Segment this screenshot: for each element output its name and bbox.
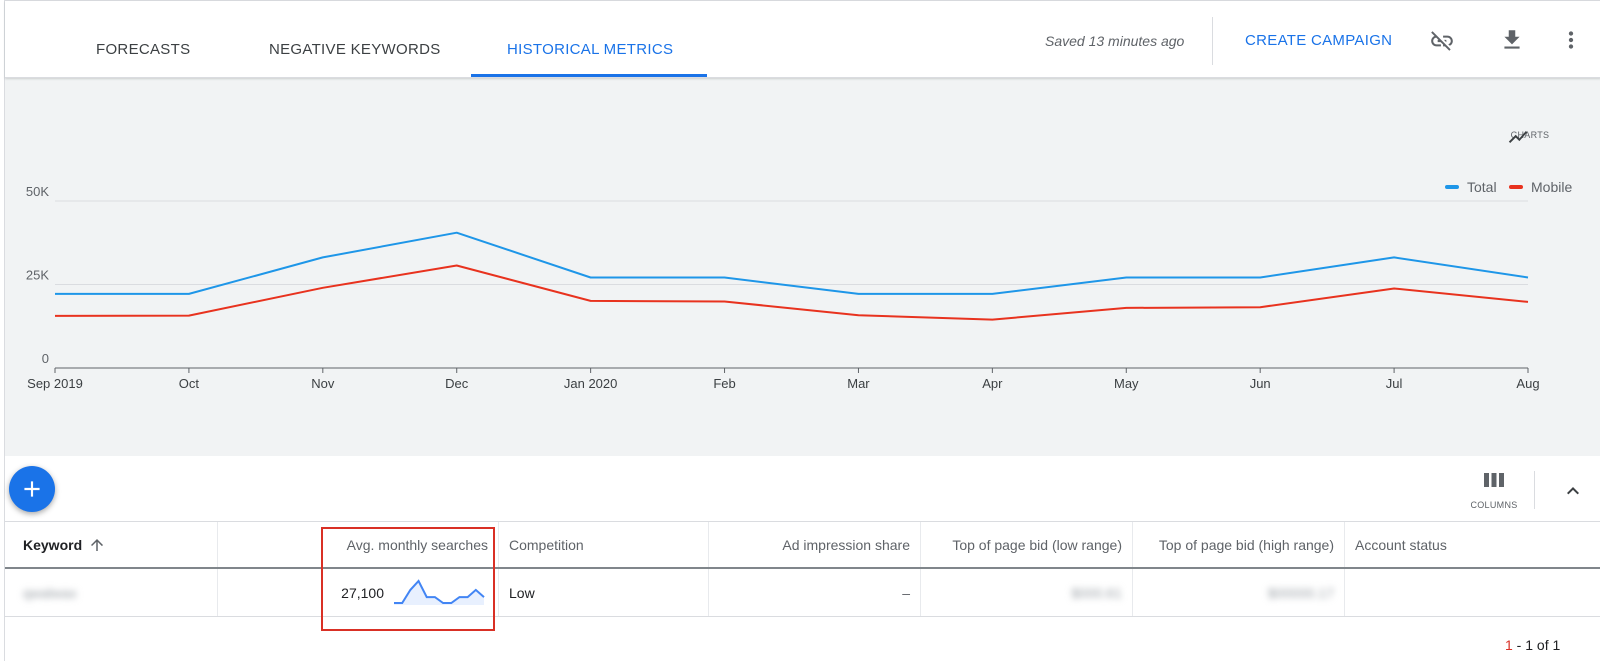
x-tick-label: Sep 2019: [27, 376, 83, 391]
trend-sparkline: [394, 578, 485, 605]
link-off-icon[interactable]: [1429, 28, 1455, 59]
low-bid-cell: $000.61: [921, 569, 1133, 616]
download-icon[interactable]: [1499, 27, 1525, 58]
legend-label: Mobile: [1531, 179, 1573, 195]
more-vert-icon[interactable]: [1558, 27, 1584, 58]
keyword-planner-panel: FORECASTS NEGATIVE KEYWORDS HISTORICAL M…: [4, 0, 1600, 661]
charts-button[interactable]: CHARTS: [1505, 126, 1555, 143]
charts-label: CHARTS: [1510, 130, 1550, 140]
x-tick-label: Apr: [982, 376, 1003, 391]
table-header-row: Keyword Avg. monthly searches Competitio…: [5, 521, 1600, 569]
collapse-button[interactable]: [1561, 479, 1585, 508]
x-tick-label: Jan 2020: [564, 376, 618, 391]
account-status-cell: [1345, 569, 1600, 616]
column-header-account-status[interactable]: Account status: [1345, 522, 1600, 567]
table-row[interactable]: qwalwax 27,100 Low – $000.61 $00000.17: [5, 569, 1600, 617]
columns-label: COLUMNS: [1470, 500, 1518, 510]
competition-cell: Low: [499, 569, 709, 616]
sparkline-line: [394, 578, 485, 604]
x-tick-label: Dec: [445, 376, 469, 391]
trending-up-icon: [1508, 131, 1528, 143]
high-bid-value: $00000.17: [1267, 584, 1334, 601]
column-header-high-bid[interactable]: Top of page bid (high range): [1133, 522, 1345, 567]
add-icon: [24, 481, 40, 497]
x-tick-label: Mar: [847, 376, 870, 391]
avg-monthly-searches-cell: 27,100: [218, 569, 499, 616]
x-tick-label: Nov: [311, 376, 335, 391]
pagination-current: 1: [1505, 637, 1513, 653]
sparkline-area: [394, 580, 484, 605]
tab-forecasts[interactable]: FORECASTS: [96, 41, 191, 58]
add-keyword-button[interactable]: [9, 466, 55, 512]
legend-label: Total: [1467, 179, 1497, 195]
top-bar: FORECASTS NEGATIVE KEYWORDS HISTORICAL M…: [5, 1, 1600, 78]
keyword-text: qwalwax: [23, 584, 77, 601]
legend-swatch: [1445, 185, 1459, 189]
column-header-avg-monthly-searches[interactable]: Avg. monthly searches: [218, 522, 499, 567]
column-header-label: Top of page bid (high range): [1158, 536, 1334, 553]
chevron-up-icon: [1567, 487, 1579, 495]
divider: [1534, 471, 1535, 509]
line-chart: 0 25K 50K Sep 2019 Oct Nov Dec Jan 2020 Feb Mar Ap…: [26, 184, 1540, 391]
series-line-mobile: [54, 264, 1529, 321]
column-header-label: Competition: [509, 536, 584, 553]
y-tick-label: 50K: [26, 184, 49, 199]
column-header-ad-impression-share[interactable]: Ad impression share: [709, 522, 921, 567]
column-header-low-bid[interactable]: Top of page bid (low range): [921, 522, 1133, 567]
x-tick-label: Jul: [1386, 376, 1403, 391]
x-tick-label: May: [1114, 376, 1139, 391]
keyword-cell: qwalwax: [5, 569, 218, 616]
legend-item-mobile[interactable]: Mobile: [1509, 179, 1572, 195]
create-campaign-button[interactable]: CREATE CAMPAIGN: [1245, 32, 1393, 49]
y-tick-label: 25K: [26, 268, 49, 283]
legend-swatch: [1509, 185, 1523, 189]
column-header-competition[interactable]: Competition: [499, 522, 709, 567]
series-line-total: [55, 231, 1529, 295]
columns-icon: [1484, 473, 1504, 487]
column-header-label: Top of page bid (low range): [952, 536, 1122, 553]
pagination: 1 - 1 of 1: [1505, 637, 1560, 653]
column-header-label: Ad impression share: [782, 536, 910, 553]
ad-impression-value: –: [902, 584, 910, 601]
x-tick-label: Feb: [713, 376, 735, 391]
high-bid-cell: $00000.17: [1133, 569, 1345, 616]
x-tick-label: Jun: [1250, 376, 1271, 391]
competition-value: Low: [509, 584, 535, 601]
x-tick-label: Oct: [179, 376, 200, 391]
ad-impression-cell: –: [709, 569, 921, 616]
tab-negative-keywords[interactable]: NEGATIVE KEYWORDS: [269, 41, 441, 58]
low-bid-value: $000.61: [1071, 584, 1122, 601]
pagination-range: - 1 of 1: [1512, 637, 1561, 653]
x-tick-label: Aug: [1516, 376, 1539, 391]
y-tick-label: 0: [42, 351, 49, 366]
avg-monthly-value: 27,100: [341, 584, 384, 601]
historical-chart: 0 25K 50K Sep 2019 Oct Nov Dec Jan 2020 Feb Mar Ap…: [5, 78, 1600, 456]
column-header-label: Avg. monthly searches: [346, 536, 488, 553]
columns-button[interactable]: COLUMNS: [1463, 471, 1525, 510]
column-header-keyword[interactable]: Keyword: [5, 522, 218, 567]
column-header-label: Keyword: [23, 536, 83, 553]
active-tab-indicator: [471, 74, 707, 77]
tab-historical-metrics[interactable]: HISTORICAL METRICS: [507, 41, 674, 58]
arrow-up-icon: [91, 538, 104, 551]
legend-item-total[interactable]: Total: [1445, 179, 1497, 195]
saved-status: Saved 13 minutes ago: [1045, 33, 1185, 49]
column-header-label: Account status: [1355, 536, 1447, 553]
divider: [1212, 17, 1213, 65]
